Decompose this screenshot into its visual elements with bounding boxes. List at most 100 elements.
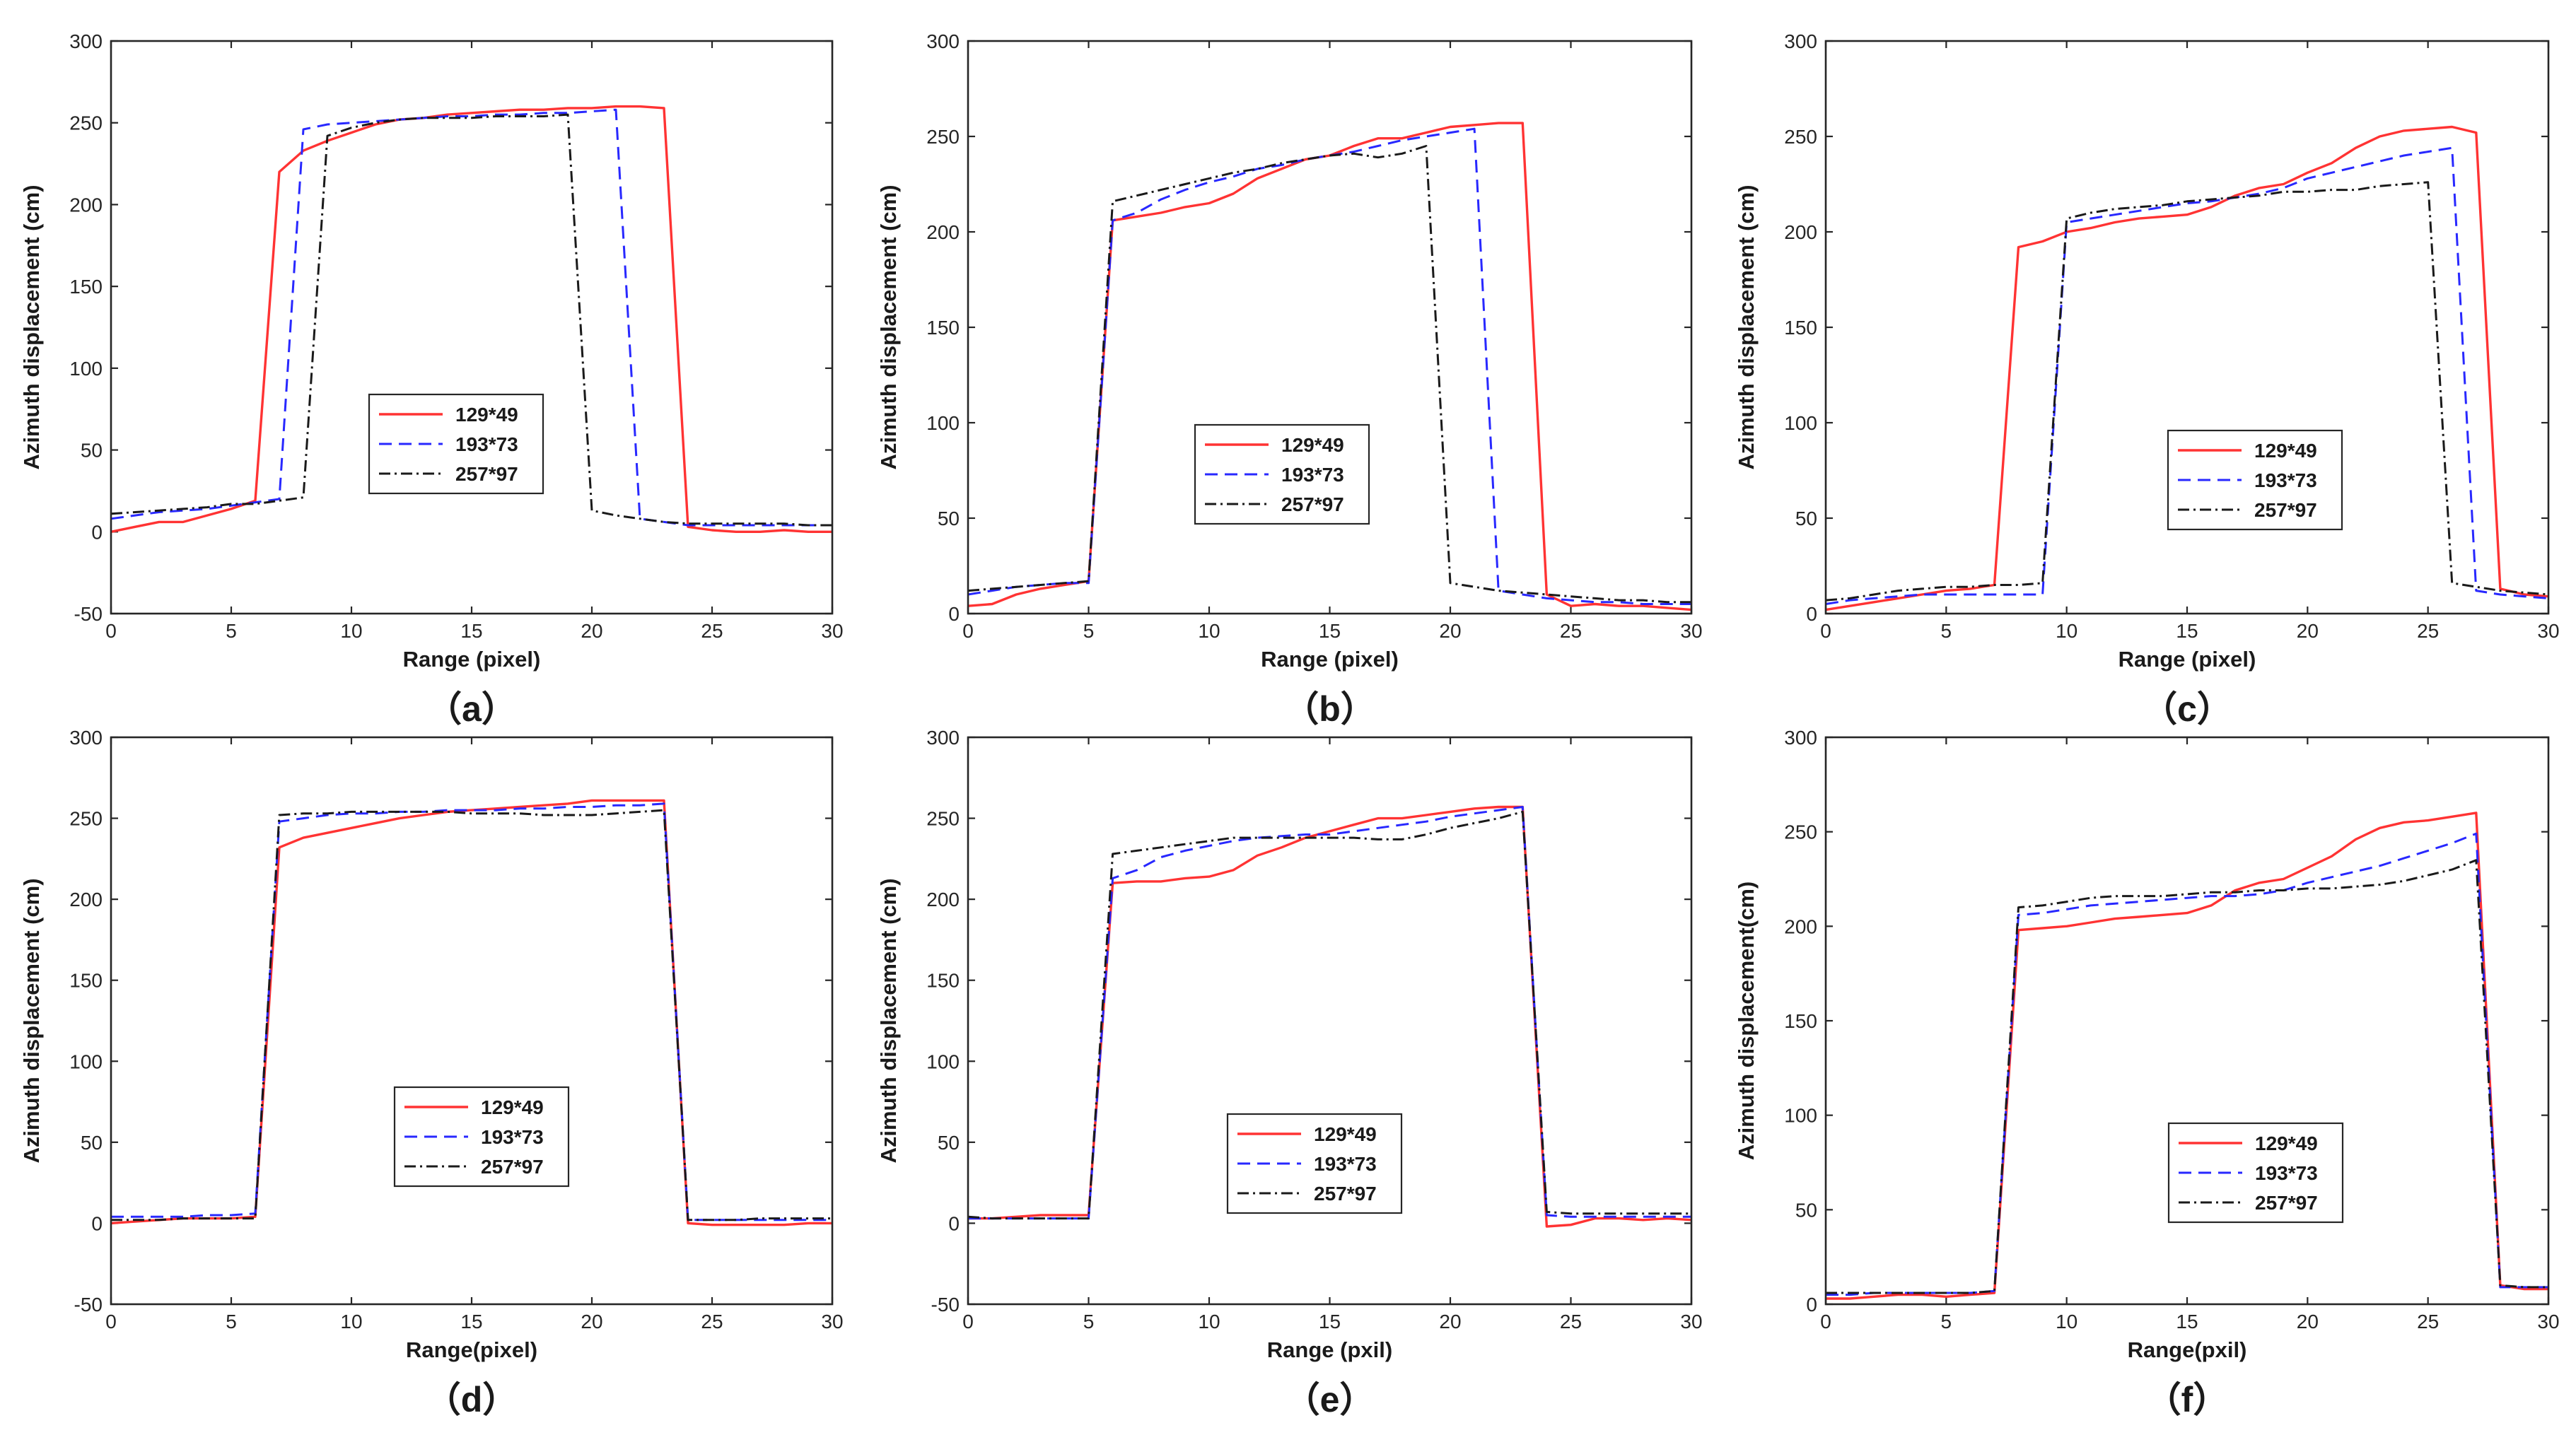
x-axis-label: Range (pixel)	[2119, 647, 2256, 672]
chart-panel-d: 0 5 10 15 20 25 30-50050100150200250300Range(p…	[19, 727, 844, 1419]
legend-entry-label: 257*97	[481, 1156, 544, 1178]
y-tick-label: 300	[69, 727, 103, 749]
x-tick-label: 20	[2297, 620, 2319, 642]
x-tick-label: 0	[1820, 1311, 1831, 1332]
y-tick-label: -50	[74, 603, 103, 625]
y-tick-label: 100	[1784, 412, 1817, 434]
y-tick-label: 50	[81, 1132, 103, 1154]
y-tick-label: 150	[926, 970, 960, 992]
y-axis-label: Azimuth displacement(cm)	[1734, 882, 1759, 1160]
x-tick-label: 10	[340, 1311, 362, 1332]
series-line-257x97	[110, 113, 832, 527]
y-tick-label: 100	[69, 1050, 103, 1072]
x-tick-label: 5	[1941, 1311, 1952, 1332]
y-tick-label: 50	[1795, 1199, 1817, 1221]
x-tick-label: 20	[2297, 1311, 2319, 1332]
y-tick-label: 0	[948, 1212, 960, 1234]
x-tick-label: 5	[226, 1311, 237, 1332]
y-tick-label: 0	[1806, 1294, 1817, 1316]
legend-box	[368, 393, 544, 495]
plot-area	[968, 41, 1691, 614]
x-tick-label: 0	[105, 620, 117, 642]
panel-label: （e）	[1285, 1380, 1375, 1419]
x-tick-label: 30	[2537, 1311, 2559, 1332]
x-tick-label: 25	[2417, 620, 2439, 642]
series-line-257x97	[1826, 859, 2548, 1294]
legend: 129*49 193*73 257*97	[2167, 1122, 2344, 1224]
x-tick-label: 10	[1198, 1311, 1220, 1332]
y-tick-label: 50	[1795, 508, 1817, 529]
x-tick-label: 15	[1319, 620, 1341, 642]
x-tick-label: 20	[1439, 620, 1461, 642]
legend-entry-label: 129*49	[455, 404, 518, 426]
y-tick-label: 250	[1784, 821, 1817, 843]
y-tick-label: 0	[948, 603, 960, 625]
legend-entry-label: 193*73	[1314, 1153, 1377, 1175]
chart-panel-f: 0 5 10 15 20 25 30050100150200250300Range(pxil…	[1734, 727, 2560, 1419]
y-tick-label: 50	[938, 508, 960, 529]
y-tick-label: 250	[926, 808, 960, 830]
y-axis-label: Azimuth displacement (cm)	[876, 878, 901, 1163]
series-line-257x97	[1825, 181, 2549, 602]
y-tick-label: 250	[69, 112, 103, 134]
legend-box	[393, 1086, 570, 1188]
legend-box	[2167, 429, 2343, 531]
x-axis-label: Range (pixel)	[1261, 647, 1399, 672]
x-tick-label: 15	[460, 620, 482, 642]
axes-frame	[110, 40, 834, 615]
y-tick-label: 0	[91, 521, 103, 543]
x-tick-label: 30	[1680, 1311, 1702, 1332]
x-tick-label: 0	[962, 1311, 974, 1332]
y-tick-label: 150	[1784, 317, 1817, 339]
y-tick-label: 0	[1806, 603, 1817, 625]
legend-box	[1194, 423, 1370, 525]
plot-area	[111, 41, 832, 614]
axes-frame	[1824, 40, 2550, 615]
panel-label: （c）	[2142, 689, 2232, 729]
x-tick-label: 10	[340, 620, 362, 642]
x-tick-label: 15	[2176, 1311, 2198, 1332]
x-tick-label: 10	[2056, 1311, 2077, 1332]
legend-entry-label: 129*49	[2255, 1132, 2318, 1154]
legend-entry-label: 129*49	[1281, 434, 1344, 456]
y-axis-label: Azimuth displacement (cm)	[876, 184, 901, 469]
x-tick-label: 25	[701, 1311, 723, 1332]
panel-label: （b）	[1283, 689, 1376, 729]
y-tick-label: 150	[69, 970, 103, 992]
plot-area	[111, 737, 832, 1304]
x-tick-label: 30	[821, 620, 843, 642]
y-tick-label: 300	[1784, 30, 1817, 52]
series-line-193x73	[967, 127, 1691, 605]
y-tick-label: -50	[74, 1294, 103, 1316]
y-tick-label: 250	[926, 126, 960, 148]
legend-entry-label: 129*49	[1314, 1123, 1377, 1145]
y-tick-label: 50	[938, 1132, 960, 1154]
y-tick-label: 300	[926, 30, 960, 52]
legend-entry-label: 193*73	[2254, 469, 2317, 491]
legend-entry-label: 193*73	[2255, 1162, 2318, 1184]
legend: 129*49 193*73 257*97	[1226, 1113, 1403, 1214]
legend-entry-label: 193*73	[481, 1126, 544, 1148]
x-tick-label: 5	[1083, 1311, 1095, 1332]
y-axis-label: Azimuth displacement (cm)	[19, 878, 44, 1163]
legend-entry-label: 257*97	[2254, 499, 2317, 521]
x-axis-label: Range (pxil)	[1267, 1337, 1392, 1362]
x-tick-label: 5	[1083, 620, 1095, 642]
legend: 129*49 193*73 257*97	[368, 393, 544, 495]
panel-label: （a）	[426, 689, 517, 729]
series-line-257x97	[967, 145, 1691, 604]
series-line-129x49	[1826, 812, 2548, 1300]
x-tick-label: 0	[962, 620, 974, 642]
y-tick-label: 150	[69, 276, 103, 298]
x-tick-label: 0	[105, 1311, 117, 1332]
x-tick-label: 15	[1319, 1311, 1341, 1332]
legend-box	[2167, 1122, 2344, 1224]
y-tick-label: 100	[1784, 1105, 1817, 1127]
series-line-193x73	[111, 802, 832, 1222]
legend-entry-label: 257*97	[1314, 1183, 1377, 1205]
x-tick-label: 20	[581, 1311, 602, 1332]
